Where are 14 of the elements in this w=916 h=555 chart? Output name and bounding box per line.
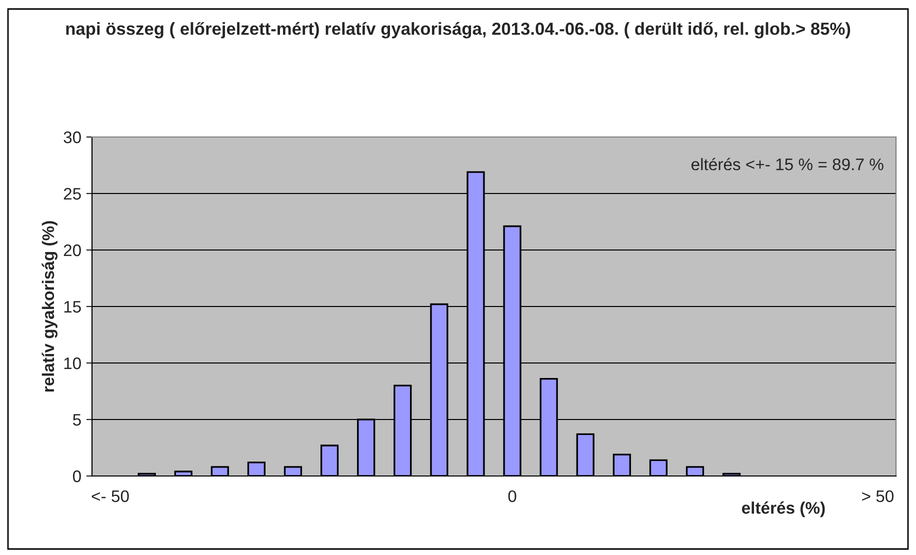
x-axis-title: eltérés (%) xyxy=(742,501,825,518)
x-tick-label: <- 50 xyxy=(92,490,129,502)
x-tick-label: 0 xyxy=(508,490,516,502)
y-tick-label: 30 xyxy=(64,131,81,144)
y-tick-label: 20 xyxy=(64,244,81,256)
y-tick-label: 5 xyxy=(72,414,81,426)
x-tick-label: > 50 xyxy=(862,490,894,502)
y-axis-title: relatív gyakoriság (%) xyxy=(42,221,58,392)
y-tick-label: 10 xyxy=(64,357,81,370)
annotation: eltérés <+- 15 % = 89.7 % xyxy=(691,158,884,170)
y-tick-label: 25 xyxy=(64,188,81,200)
chart-title: napi összeg ( előrejelzett-mért) relatív gyakorisága, 2013.04.-06.-08. ( derült idő, rel. glob.> 85%) xyxy=(66,22,850,38)
y-tick-label: 15 xyxy=(64,301,81,313)
y-tick-label: 0 xyxy=(72,470,81,482)
